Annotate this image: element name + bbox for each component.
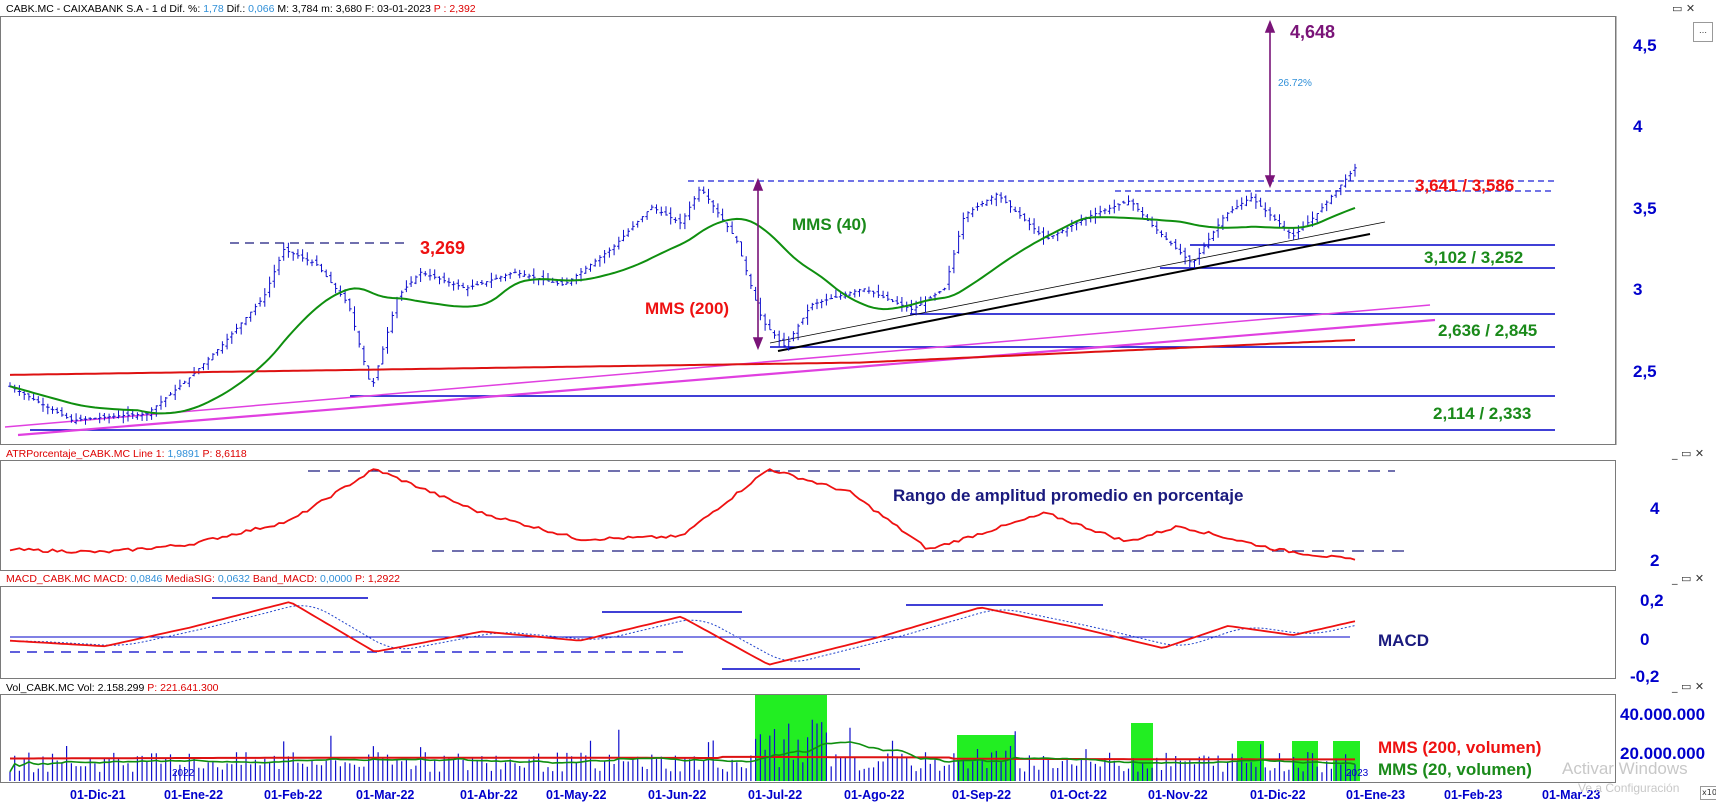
- volume-panel-window-buttons[interactable]: _ ▭ ✕: [1672, 680, 1705, 693]
- x-year-label: 2023: [1346, 768, 1369, 779]
- x-tick-label: 01-May-22: [546, 788, 606, 802]
- x-year-label: 2022: [172, 768, 195, 779]
- price-tick: 3,5: [1633, 199, 1657, 218]
- volume-mms20-label: MMS (20, volumen): [1378, 760, 1532, 779]
- range-arrows: [752, 19, 1276, 351]
- atr-annotation: Rango de amplitud promedio en porcentaje: [893, 486, 1243, 505]
- mms40-line: [9, 206, 1356, 415]
- volume-box-nov: [1131, 723, 1153, 781]
- x-axis: 01-Dic-21 01-Ene-22 01-Feb-22 01-Mar-22 …: [70, 768, 1600, 802]
- x-tick-label: 01-Feb-22: [264, 788, 322, 802]
- x-tick-label: 01-Jun-22: [648, 788, 706, 802]
- volume-panel: MMS (200, volumen) MMS (20, volumen) 40.…: [9, 695, 1705, 781]
- x-tick-label: 01-Dic-21: [70, 788, 126, 802]
- zone1-label: 3,641 / 3,586: [1415, 176, 1514, 195]
- x-tick-label: 01-Ago-22: [844, 788, 904, 802]
- price-tick: 4: [1633, 117, 1643, 136]
- atr-line: [9, 468, 1356, 561]
- range-arrow-july-top: [752, 177, 764, 191]
- x-tick-label: 01-Ene-23: [1346, 788, 1405, 802]
- zone2-label: 3,102 / 3,252: [1424, 248, 1523, 267]
- x-tick-label: 01-Feb-23: [1444, 788, 1502, 802]
- mms200-label: MMS (200): [645, 299, 729, 318]
- zone4-label: 2,114 / 2,333: [1433, 404, 1531, 423]
- atr-header: ATRPorcentaje_CABK.MC Line 1: 1,9891 P: …: [6, 448, 247, 460]
- price-panel-window-buttons[interactable]: ▭ ✕: [1672, 2, 1696, 15]
- x-tick-label: 01-Oct-22: [1050, 788, 1107, 802]
- macd-header: MACD_CABK.MC MACD: 0,0846 MediaSIG: 0,06…: [6, 573, 400, 585]
- x-tick-label: 01-Ene-22: [164, 788, 223, 802]
- target-arrow-bottom: [1264, 175, 1276, 189]
- target-percent-label: 26.72%: [1278, 78, 1312, 89]
- macd-panel: MACD 0,2 0 -0,2: [9, 591, 1664, 686]
- volume-header: Vol_CABK.MC Vol: 2.158.299 P: 221.641.30…: [6, 682, 219, 694]
- mms200-line: [9, 339, 1356, 376]
- price-header: CABK.MC - CAIXABANK S.A - 1 d Dif. %: 1,…: [6, 3, 476, 15]
- atr-tick: 2: [1650, 551, 1659, 570]
- range-arrow-july-bottom: [752, 337, 764, 351]
- target-label: 4,648: [1290, 22, 1335, 42]
- volume-mms200-label: MMS (200, volumen): [1378, 738, 1541, 757]
- x-tick-label: 01-Sep-22: [952, 788, 1011, 802]
- volume-tick: 20.000.000: [1620, 744, 1705, 763]
- macd-tick: 0,2: [1640, 591, 1664, 610]
- atr-panel-window-buttons[interactable]: _ ▭ ✕: [1672, 447, 1705, 460]
- volume-mms200-line: [10, 755, 1355, 761]
- zoom-button[interactable]: x10: [1700, 786, 1716, 800]
- trendline-black-thin: [769, 221, 1386, 344]
- macd-annotation: MACD: [1378, 631, 1429, 650]
- x-tick-label: 01-Mar-22: [356, 788, 414, 802]
- macd-signal-line: [9, 605, 1356, 662]
- volume-bars: [9, 719, 1356, 781]
- trendline-magenta-1: [4, 304, 1431, 428]
- atr-tick: 4: [1650, 499, 1660, 518]
- windows-activation-watermark-subtitle: Ve a Configuración: [1578, 781, 1680, 795]
- x-tick-label: 01-Mar-23: [1542, 788, 1600, 802]
- atr-panel: Rango de amplitud promedio en porcentaje…: [9, 468, 1660, 570]
- volume-tick: 40.000.000: [1620, 705, 1705, 724]
- macd-panel-frame: [0, 586, 1616, 679]
- price-tick: 2,5: [1633, 362, 1657, 381]
- volume-box-july: [755, 695, 827, 781]
- price-tick: 3: [1633, 280, 1642, 299]
- macd-tick: -0,2: [1630, 667, 1659, 686]
- price-panel-menu-button[interactable]: …: [1693, 22, 1713, 42]
- macd-line: [9, 601, 1356, 666]
- price-y-axis: 4,5 4 3,5 3 2,5: [1633, 36, 1657, 381]
- zone3-label: 2,636 / 2,845: [1438, 321, 1537, 340]
- price-candles: [8, 163, 1357, 425]
- price-panel: 4,648 26.72% 3,269 MMS (40) MMS (200) 3,…: [4, 19, 1657, 437]
- trendline-magenta-2: [17, 318, 1436, 437]
- target-arrow-top: [1264, 19, 1276, 33]
- price-tick: 4,5: [1633, 36, 1657, 55]
- price-trendlines: [4, 221, 1436, 437]
- x-tick-label: 01-Nov-22: [1148, 788, 1208, 802]
- trendline-black-1: [777, 233, 1371, 352]
- x-tick-label: 01-Jul-22: [748, 788, 802, 802]
- x-tick-label: 01-Abr-22: [460, 788, 518, 802]
- panel-frames: [0, 16, 1617, 783]
- mms40-label: MMS (40): [792, 215, 867, 234]
- volume-panel-frame: [0, 694, 1616, 783]
- windows-activation-watermark-title: Activar Windows: [1562, 759, 1688, 778]
- atr-panel-frame: [0, 460, 1616, 571]
- level-3269-label: 3,269: [420, 238, 465, 258]
- price-header-band: [0, 0, 1716, 16]
- price-levels: [30, 180, 1555, 431]
- macd-tick: 0: [1640, 630, 1649, 649]
- x-tick-label: 01-Dic-22: [1250, 788, 1306, 802]
- volume-mms20-line: [9, 741, 1356, 773]
- volume-box-dec2: [1292, 741, 1318, 781]
- macd-panel-window-buttons[interactable]: _ ▭ ✕: [1672, 572, 1705, 585]
